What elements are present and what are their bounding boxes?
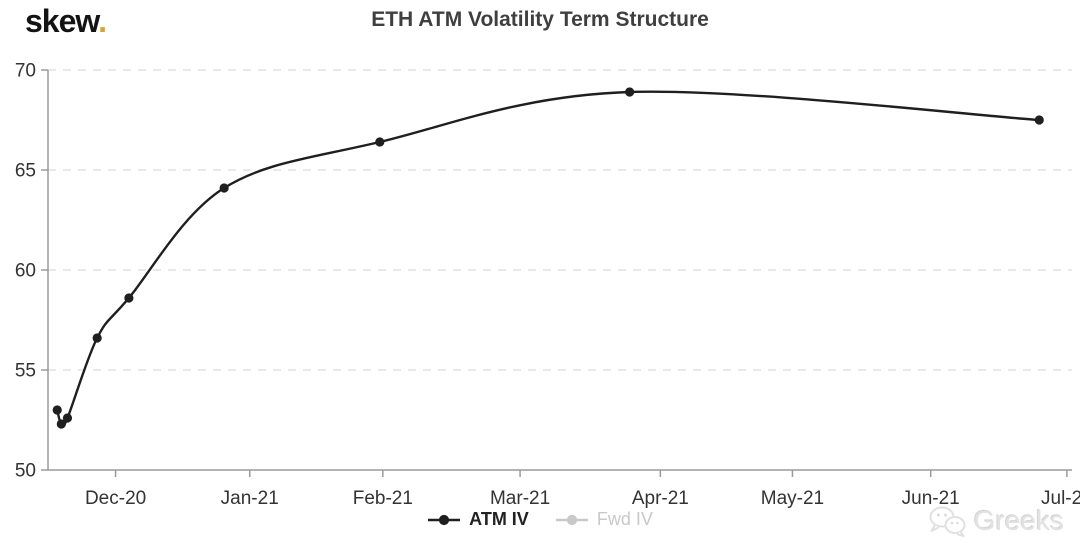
x-tick-label: Jan-21 [221, 488, 279, 509]
logo-text: skew [25, 3, 99, 39]
data-point-atm-iv[interactable] [62, 413, 73, 423]
data-point-atm-iv[interactable] [1034, 115, 1044, 125]
watermark: Greeks [926, 503, 1064, 539]
data-point-atm-iv[interactable] [92, 333, 102, 343]
x-tick-label: Dec-20 [85, 488, 146, 509]
wechat-icon [929, 506, 966, 537]
legend: ATM IV Fwd IV [0, 509, 1080, 530]
legend-label-atm-iv: ATM IV [469, 509, 529, 529]
y-tick-label: 50 [15, 461, 36, 482]
x-tick-label: Jun-21 [902, 488, 960, 509]
x-tick-label: Jul-21 [1041, 488, 1080, 509]
y-tick-label: 70 [15, 61, 36, 82]
data-point-atm-iv[interactable] [625, 87, 635, 97]
x-tick-label: Mar-21 [490, 488, 550, 509]
x-tick-label: May-21 [761, 488, 824, 509]
legend-label-fwd-iv: Fwd IV [596, 509, 653, 529]
data-point-atm-iv[interactable] [219, 183, 229, 193]
data-point-atm-iv[interactable] [375, 137, 385, 147]
logo-dot: . [98, 3, 107, 39]
legend-marker-fwd-iv [555, 514, 588, 525]
series-line-atm-iv [56, 90, 1040, 429]
y-tick-label: 60 [15, 261, 36, 282]
chart-title: ETH ATM Volatility Term Structure [371, 8, 709, 31]
x-tick-label: Apr-21 [632, 488, 689, 509]
legend-item-atm-iv[interactable]: ATM IV [427, 509, 529, 530]
legend-item-fwd-iv[interactable]: Fwd IV [555, 509, 653, 530]
data-point-atm-iv[interactable] [52, 405, 62, 415]
x-tick-label: Feb-21 [353, 488, 413, 509]
data-point-atm-iv[interactable] [56, 419, 66, 429]
skew-logo: skew. [25, 2, 107, 40]
y-tick-label: 55 [15, 361, 36, 382]
y-tick-label: 65 [15, 161, 36, 182]
watermark-label: Greeks [973, 505, 1064, 536]
data-point-atm-iv[interactable] [124, 293, 134, 303]
legend-marker-atm-iv [428, 514, 461, 525]
